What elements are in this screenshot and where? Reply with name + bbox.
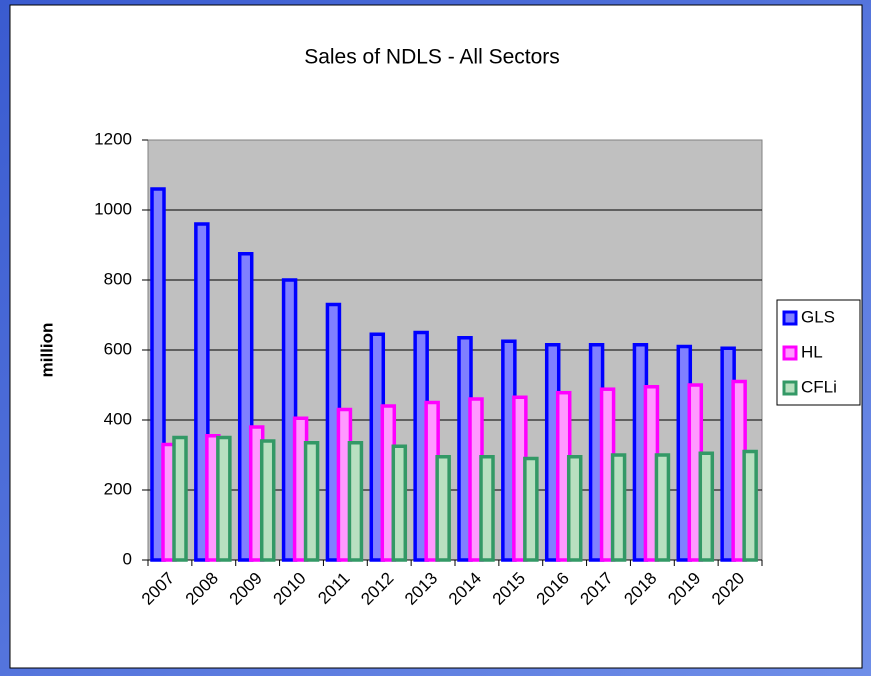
bar bbox=[303, 441, 320, 562]
bar bbox=[566, 455, 583, 562]
legend-label: CFLi bbox=[801, 377, 837, 396]
bar bbox=[216, 435, 232, 562]
y-tick-label: 400 bbox=[104, 409, 132, 428]
chart-title: Sales of NDLS - All Sectors bbox=[304, 46, 560, 69]
y-axis-label: million bbox=[37, 323, 56, 378]
bar bbox=[172, 435, 188, 562]
y-tick-label: 0 bbox=[123, 549, 132, 568]
y-tick-label: 200 bbox=[104, 479, 132, 498]
legend-label: HL bbox=[801, 342, 823, 361]
bar bbox=[523, 456, 539, 562]
legend-swatch bbox=[782, 380, 798, 396]
bar bbox=[698, 451, 715, 562]
legend-swatch bbox=[782, 345, 798, 361]
legend-label: GLS bbox=[801, 307, 835, 326]
legend-swatch bbox=[782, 310, 798, 326]
bar bbox=[479, 455, 495, 562]
bar bbox=[742, 449, 758, 562]
y-tick-label: 1200 bbox=[94, 129, 132, 148]
bar bbox=[150, 187, 166, 562]
bar bbox=[194, 222, 210, 562]
bar bbox=[610, 453, 627, 562]
y-tick-label: 800 bbox=[104, 269, 132, 288]
bar bbox=[259, 439, 276, 562]
bar bbox=[237, 252, 254, 562]
bar bbox=[435, 455, 451, 562]
bar bbox=[347, 441, 364, 562]
bar bbox=[654, 453, 671, 562]
y-tick-label: 1000 bbox=[94, 199, 132, 218]
y-tick-label: 600 bbox=[104, 339, 132, 358]
bar bbox=[391, 444, 408, 562]
